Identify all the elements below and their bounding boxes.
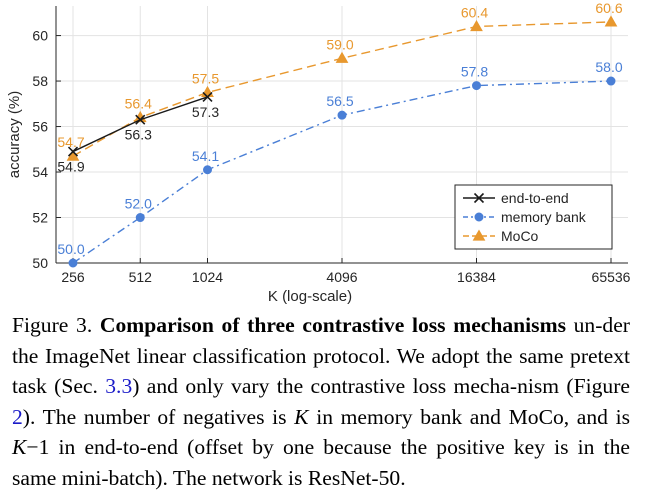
section-reference-link[interactable]: 3.3 xyxy=(105,374,133,398)
caption-text-2: ) and only vary the contrastive loss mec… xyxy=(132,374,630,398)
figure-label: Figure 3. xyxy=(12,313,93,337)
triangle-marker xyxy=(472,229,486,241)
series xyxy=(66,15,618,268)
x-marker xyxy=(202,91,213,103)
y-tick-label: 56 xyxy=(32,119,48,135)
y-tick-label: 50 xyxy=(32,255,48,271)
data-label: 58.0 xyxy=(595,59,622,75)
caption-text-5: −1 in end-to-end (offset by one because … xyxy=(12,435,630,490)
data-label: 57.3 xyxy=(192,104,219,120)
data-label: 56.4 xyxy=(125,95,152,111)
legend-label: end-to-end xyxy=(501,190,569,206)
data-label: 60.4 xyxy=(461,4,488,20)
legend-label: memory bank xyxy=(501,209,587,225)
x-tick-label: 65536 xyxy=(592,269,631,285)
x-tick-label: 512 xyxy=(129,269,153,285)
caption-text-4: in memory bank and MoCo, and is xyxy=(308,404,630,429)
legend: end-to-end memory bank MoCo xyxy=(454,184,613,250)
circle-marker xyxy=(203,165,212,175)
variable-k: K xyxy=(294,404,309,429)
triangle-marker xyxy=(470,19,483,32)
data-label: 56.5 xyxy=(326,93,353,109)
figure-reference-link[interactable]: 2 xyxy=(12,404,23,429)
data-label: 54.7 xyxy=(57,134,84,150)
triangle-marker xyxy=(335,51,349,63)
legend-entry: end-to-end xyxy=(463,190,569,206)
caption-text-1: un-der the ImageNet linear classificatio… xyxy=(12,313,630,398)
x-axis-label: K (log-scale) xyxy=(268,288,352,305)
circle-marker xyxy=(606,76,616,86)
circle-marker xyxy=(337,110,347,120)
legend-entry: MoCo xyxy=(463,228,539,244)
x-marker xyxy=(67,146,79,157)
y-axis-label: accuracy (%) xyxy=(6,91,23,179)
y-tick-label: 58 xyxy=(32,73,48,89)
caption-title: Comparison of three contrastive loss mec… xyxy=(99,313,566,337)
x-marker xyxy=(135,114,146,125)
circle-marker xyxy=(474,212,484,222)
y-tick-label: 60 xyxy=(32,28,48,44)
data-label: 54.1 xyxy=(192,148,219,164)
circle-marker xyxy=(472,81,481,91)
legend-label: MoCo xyxy=(501,228,539,244)
data-label: 52.0 xyxy=(125,196,152,212)
circle-marker xyxy=(68,258,78,268)
circle-marker xyxy=(135,213,145,223)
data-label: 60.6 xyxy=(595,0,622,16)
accuracy-chart: 256 512 1024 4096 16384 65536 50 52 54 56 58 60 K (l… xyxy=(6,0,631,305)
series-memory-bank xyxy=(68,76,616,268)
triangle-marker xyxy=(604,15,618,27)
x-tick-label: 1024 xyxy=(192,269,223,285)
data-label: 56.3 xyxy=(125,127,152,143)
figure-caption: Figure 3. Comparison of three contrastiv… xyxy=(12,310,630,493)
y-tick-label: 54 xyxy=(32,164,48,180)
series-end-to-end xyxy=(67,91,213,157)
series-line xyxy=(72,80,612,264)
x-tick-label: 4096 xyxy=(326,269,357,285)
y-tick-label: 52 xyxy=(32,210,48,226)
data-labels: 50.0 52.0 54.1 56.5 57.8 58.0 54.7 56.4 57.5 59.0… xyxy=(57,0,622,257)
series-line xyxy=(72,21,612,157)
data-label: 59.0 xyxy=(326,36,353,52)
x-tick-label: 16384 xyxy=(457,269,496,285)
data-label: 57.8 xyxy=(461,64,488,80)
x-marker xyxy=(473,192,485,204)
data-label: 50.0 xyxy=(57,241,84,257)
legend-entry: memory bank xyxy=(463,209,587,225)
triangle-marker xyxy=(201,85,214,98)
variable-k: K xyxy=(12,435,27,459)
data-label: 57.5 xyxy=(192,70,219,86)
data-label: 54.9 xyxy=(57,159,84,175)
caption-text-3: ). The number of negatives is xyxy=(22,404,295,429)
axes: 256 512 1024 4096 16384 65536 50 52 54 56 58 60 K (l… xyxy=(6,6,631,305)
x-tick-label: 256 xyxy=(61,269,85,285)
